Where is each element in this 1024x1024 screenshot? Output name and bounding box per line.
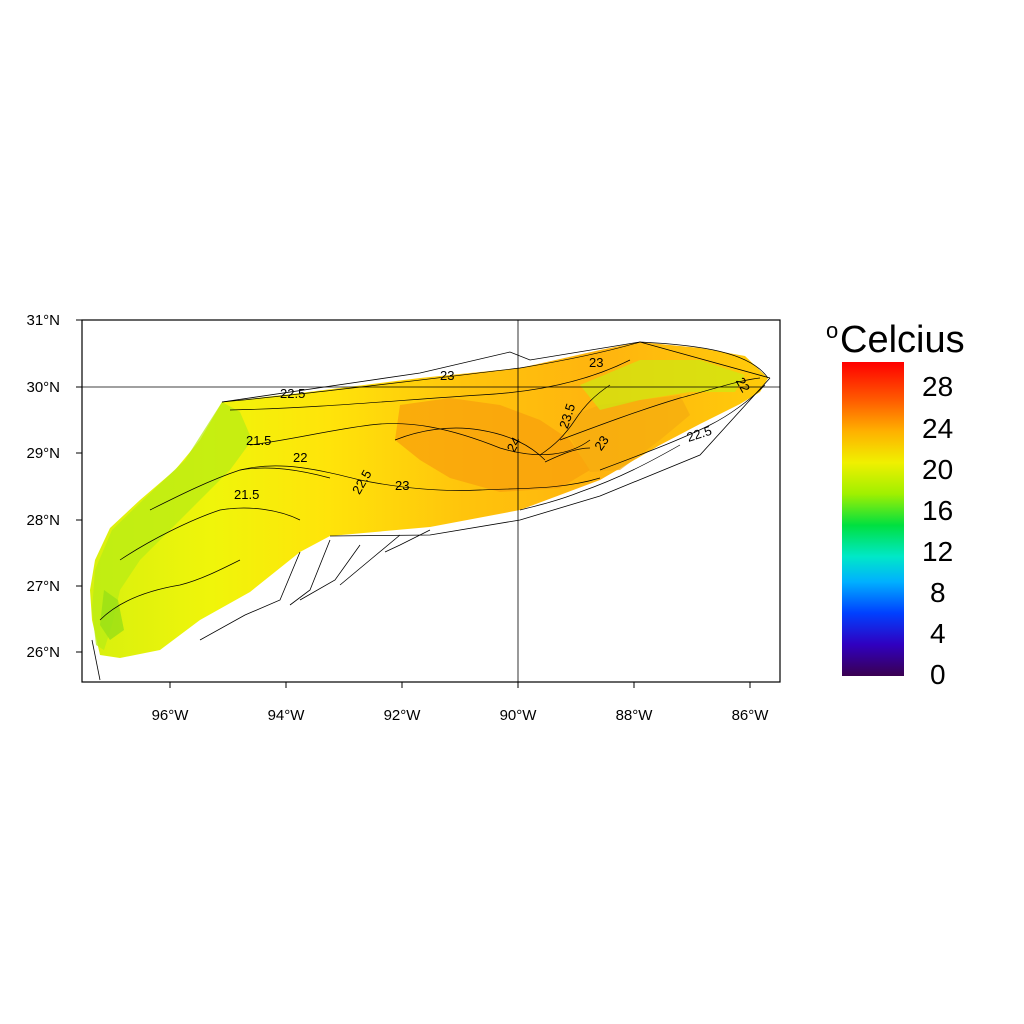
legend-tick-label: 24: [922, 413, 953, 444]
legend-tick-label: 0: [930, 659, 946, 690]
lon-tick-label: 94°W: [268, 707, 306, 724]
legend-title-superscript: o: [826, 318, 838, 343]
lon-tick-label: 86°W: [732, 707, 770, 724]
map-frame: [81, 319, 781, 683]
contour-label: 23: [591, 433, 612, 453]
contour-label: 24: [504, 435, 524, 455]
temperature-field: [90, 341, 771, 681]
contour-label: 23: [589, 355, 603, 370]
lat-tick-label: 26°N: [26, 644, 60, 661]
contour-label: 21.5: [246, 433, 271, 448]
cool-coastal-zone: [92, 402, 252, 650]
legend-tick-label: 28: [922, 371, 953, 402]
contour-label: 22: [733, 375, 753, 395]
lat-tick-label: 28°N: [26, 512, 60, 529]
contour-label: 22: [293, 450, 307, 465]
contour-label: 23.5: [556, 402, 578, 431]
lat-tick-label: 31°N: [26, 312, 60, 329]
lat-tick-label: 29°N: [26, 445, 60, 462]
contour-label: 23: [440, 368, 454, 383]
lat-tick-label: 30°N: [26, 379, 60, 396]
legend-tick-label: 20: [922, 454, 953, 485]
color-legend: o Celcius 28 24 20 16 12 8 4 0: [826, 318, 965, 690]
lon-tick-label: 90°W: [500, 707, 538, 724]
legend-tick-label: 12: [922, 536, 953, 567]
axis-ticks: [76, 319, 751, 688]
contour-label: 22.5: [685, 423, 714, 445]
legend-tick-label: 4: [930, 618, 946, 649]
contour-label: 21.5: [234, 487, 259, 502]
legend-tick-label: 16: [922, 495, 953, 526]
legend-tick-label: 8: [930, 577, 946, 608]
legend-colorbar: [842, 362, 904, 676]
lon-tick-label: 96°W: [152, 707, 190, 724]
lon-tick-label: 88°W: [616, 707, 654, 724]
contour-label: 23: [395, 478, 409, 493]
lat-tick-label: 27°N: [26, 578, 60, 595]
lon-tick-label: 92°W: [384, 707, 422, 724]
contour-label: 22.5: [280, 386, 305, 401]
legend-title: Celcius: [840, 319, 965, 361]
